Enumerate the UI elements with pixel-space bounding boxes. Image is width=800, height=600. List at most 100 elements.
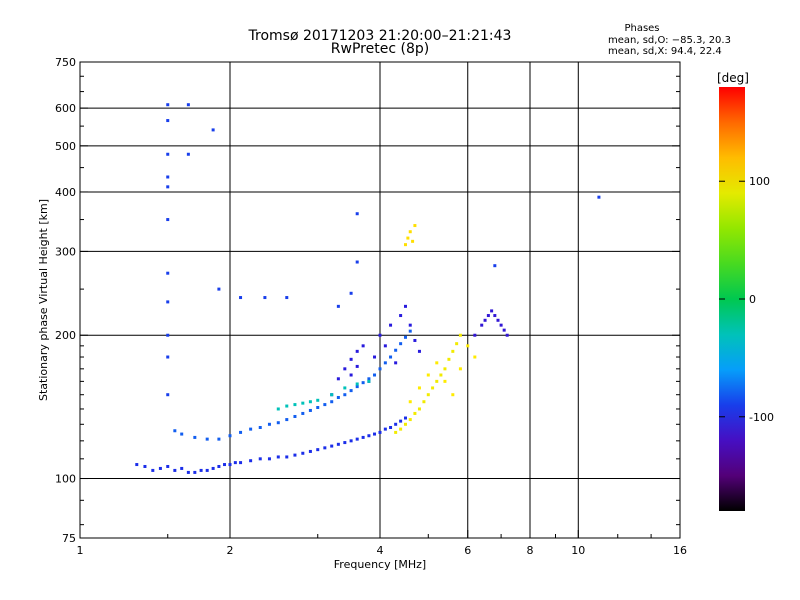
data-point [408,418,412,422]
colorbar-tick-label: 0 [749,293,756,306]
y-tick-label: 500 [55,140,76,153]
data-point [267,457,271,461]
data-point [301,401,305,405]
data-point [403,243,407,247]
data-point [276,421,280,425]
data-point [166,175,170,179]
data-point [308,400,312,404]
data-point [343,441,347,445]
data-point [349,439,353,443]
data-point [413,338,417,342]
info-line-o-mode: mean, sd,O: −85.3, 20.3 [608,35,731,46]
data-point [343,393,347,397]
data-point [343,367,347,371]
data-point [151,468,155,472]
data-point [166,119,170,123]
y-tick-label: 100 [55,473,76,486]
data-point [293,403,297,407]
series-group [173,329,412,441]
info-heading: Phases [624,23,659,34]
data-point [408,323,412,327]
data-point [413,411,417,415]
data-point [217,287,221,291]
data-point [267,422,271,426]
data-point [473,355,477,359]
data-point [455,342,459,346]
data-point [336,395,340,399]
x-tick-label: 2 [227,544,234,557]
data-point [408,329,412,333]
data-point [166,103,170,107]
colorbar-tick-label: 100 [749,175,770,188]
data-point [383,361,387,365]
data-point [285,296,289,300]
data-point [458,333,462,337]
y-tick-label: 400 [55,186,76,199]
data-point [166,300,170,304]
data-point [330,393,334,397]
data-point [166,393,170,397]
data-point [249,427,253,431]
data-point [336,304,340,308]
data-point [399,342,403,346]
data-point [258,457,262,461]
data-point [373,373,377,377]
data-point [493,264,497,268]
data-point [180,432,184,436]
y-tick-label: 75 [62,532,76,545]
data-point [217,437,221,441]
data-point [435,361,439,365]
series-group [408,344,477,404]
data-point [166,333,170,337]
data-point [205,437,209,441]
data-point [239,430,243,434]
data-point [135,463,139,467]
data-point [406,236,410,240]
data-point [426,373,430,377]
data-point [399,427,403,431]
chart-subtitle: RwPretec (8p) [331,41,429,57]
data-point [316,448,320,452]
data-point [431,386,435,390]
data-point [394,430,398,434]
data-point [308,408,312,412]
data-point [233,461,237,465]
data-point [336,377,340,381]
data-point [263,296,267,300]
data-point [239,296,243,300]
data-point [505,333,509,337]
data-point [349,357,353,361]
data-point [285,418,289,422]
data-point [496,318,500,322]
data-point [239,461,243,465]
data-point [173,468,177,472]
y-tick-label: 300 [55,245,76,258]
y-tick-label: 200 [55,329,76,342]
data-point [349,373,353,377]
data-point [330,400,334,404]
data-point [349,291,353,295]
data-point [355,382,359,386]
data-point [367,377,371,381]
chart-title: Tromsø 20171203 21:20:00–21:21:43 [248,28,512,44]
data-point [173,429,177,433]
x-axis-label: Frequency [MHz] [334,558,426,571]
data-point [447,357,451,361]
data-point [451,393,455,397]
data-point [378,430,382,434]
series-group [330,304,421,397]
data-point [383,344,387,348]
colorbar-ticks: -100 0 100 [719,175,774,424]
data-point [367,434,371,438]
data-point [166,355,170,359]
y-tick-label: 600 [55,102,76,115]
data-point [422,400,426,404]
data-point [186,152,190,156]
data-point [378,333,382,337]
data-point [349,389,353,393]
data-point [394,422,398,426]
data-point [439,373,443,377]
data-point [193,435,197,439]
x-tick-label: 10 [571,544,585,557]
data-point [285,404,289,408]
